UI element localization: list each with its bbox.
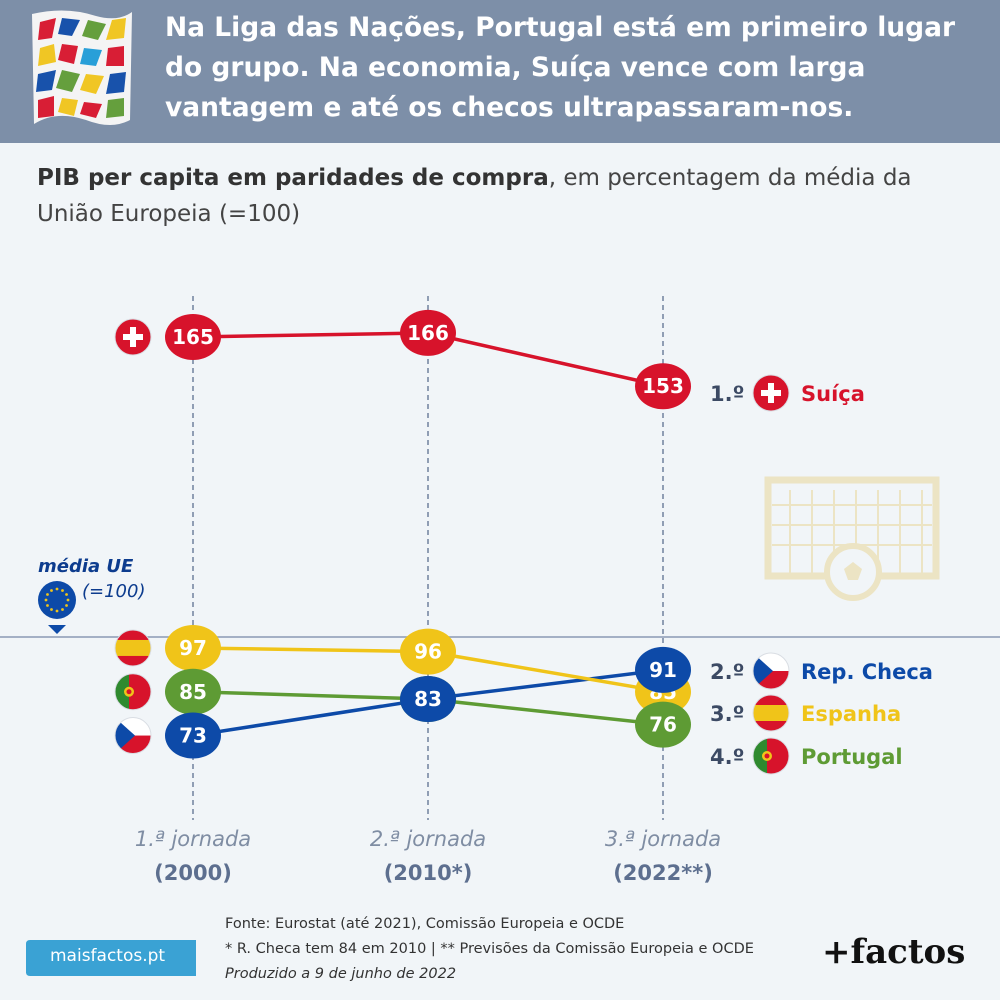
site-url[interactable]: maisfactos.pt xyxy=(50,946,166,966)
chart-subtitle: PIB per capita em paridades de compra, e… xyxy=(37,160,977,232)
data-label: 166 xyxy=(407,321,449,345)
header-banner xyxy=(0,0,1000,143)
subtitle-bold: PIB per capita em paridades de compra xyxy=(37,165,549,191)
data-point xyxy=(400,676,456,723)
data-point xyxy=(165,668,221,715)
Suíça-flag-icon xyxy=(752,374,790,412)
data-point xyxy=(635,646,691,693)
x-tick-label: 3.ª jornada xyxy=(605,827,721,851)
x-tick-label: 1.ª jornada xyxy=(135,827,251,851)
Espanha-flag-icon xyxy=(752,694,790,732)
nations-league-flag-icon xyxy=(32,10,132,126)
data-point xyxy=(165,314,221,360)
x-tick-label-year: (2022**) xyxy=(613,861,713,885)
data-point xyxy=(635,363,691,410)
rank-label: 2.º xyxy=(710,660,744,684)
footer-sources: Fonte: Eurostat (até 2021), Comissão Eur… xyxy=(225,912,754,987)
eu-star xyxy=(55,587,59,591)
produced-line: Produzido a 9 de junho de 2022 xyxy=(225,966,457,982)
data-label: 153 xyxy=(642,374,684,398)
source-line: Fonte: Eurostat (até 2021), Comissão Eur… xyxy=(225,916,625,932)
data-label: 97 xyxy=(179,636,207,660)
Suíça-flag-icon xyxy=(114,318,152,356)
eu-star xyxy=(46,593,49,596)
eu-star xyxy=(61,608,64,611)
eu-average-label: média UE xyxy=(38,556,134,577)
rank-label: 3.º xyxy=(710,702,744,726)
Espanha-flag-icon xyxy=(114,629,152,667)
eu-star xyxy=(55,609,59,613)
data-label: 85 xyxy=(179,680,207,704)
Rep. Checa-flag-icon xyxy=(752,652,790,690)
eu-pointer-icon xyxy=(48,625,66,634)
eu-star xyxy=(46,604,49,607)
Portugal-flag-icon xyxy=(114,673,152,711)
headline: Na Liga das Nações, Portugal está em pri… xyxy=(165,12,956,123)
legend-series-name: Espanha xyxy=(801,702,901,726)
eu-star xyxy=(50,608,53,611)
legend-series-name: Suíça xyxy=(801,382,865,406)
rank-label: 1.º xyxy=(710,382,744,406)
eu-star xyxy=(66,598,70,602)
note-line: * R. Checa tem 84 em 2010 | ** Previsões… xyxy=(225,941,754,957)
data-label: 83 xyxy=(414,687,442,711)
eu-star xyxy=(65,604,68,607)
subtitle-rest: , em percentagem da média da União Europ… xyxy=(37,165,912,227)
eu-star xyxy=(50,589,53,592)
data-point xyxy=(400,628,456,675)
Portugal-flag-icon xyxy=(752,737,790,775)
legend-series-name: Rep. Checa xyxy=(801,660,933,684)
legend-series-name: Portugal xyxy=(801,745,903,769)
site-badge[interactable] xyxy=(26,940,196,976)
x-tick-label: 2.ª jornada xyxy=(370,827,486,851)
data-point xyxy=(165,712,221,759)
data-label: 91 xyxy=(649,658,677,682)
data-point xyxy=(165,624,221,671)
data-point xyxy=(400,309,456,356)
eu-value-label: (=100) xyxy=(82,581,145,602)
eu-flag-icon xyxy=(38,581,76,619)
data-label: 73 xyxy=(179,724,207,748)
eu-star xyxy=(61,589,64,592)
football-goal-icon xyxy=(764,476,940,601)
data-label: 76 xyxy=(649,713,677,737)
data-point xyxy=(635,701,691,748)
eu-star xyxy=(65,593,68,596)
data-label: 165 xyxy=(172,325,214,349)
eu-star xyxy=(44,598,48,602)
x-tick-label-year: (2000) xyxy=(154,861,232,885)
data-label: 96 xyxy=(414,640,442,664)
rank-label: 4.º xyxy=(710,745,744,769)
factos-logo: +factos xyxy=(822,932,966,972)
Rep. Checa-flag-icon xyxy=(114,717,152,755)
x-tick-label-year: (2010*) xyxy=(384,861,473,885)
